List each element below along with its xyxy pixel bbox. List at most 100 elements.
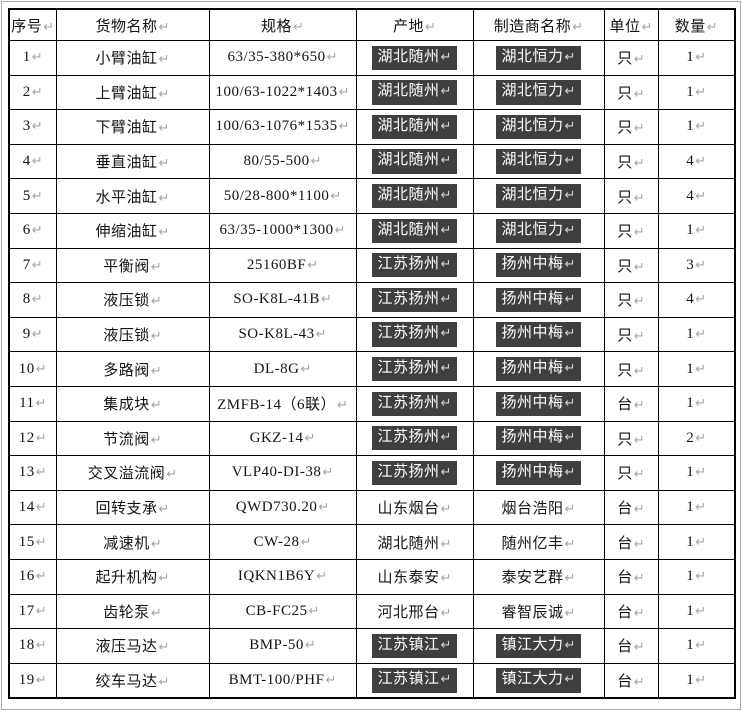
cell-spec[interactable]: SO-K8L-41B↵ [208,282,357,318]
cell-name[interactable]: 减速机↵ [55,524,210,560]
cell-manufacturer[interactable]: 扬州中梅↵ [472,385,605,422]
cell-origin[interactable]: 江苏扬州↵ [355,351,474,387]
cell-spec[interactable]: 63/35-380*650↵ [208,40,357,76]
cell-unit[interactable]: 台↵ [603,489,659,526]
cell-manufacturer[interactable]: 湖北恒力↵ [472,40,605,76]
header-cell-index[interactable]: 序号↵ [8,8,57,41]
cell-unit[interactable]: 只↵ [603,74,659,111]
cell-origin[interactable]: 山东泰安↵ [355,558,474,595]
cell-index[interactable]: 2↵ [8,74,57,111]
cell-index[interactable]: 8↵ [8,282,57,318]
cell-spec[interactable]: BMP-50↵ [208,628,357,664]
cell-manufacturer[interactable]: 镇江大力↵ [472,628,605,664]
header-cell-name[interactable]: 货物名称↵ [55,8,210,41]
cell-index[interactable]: 4↵ [8,143,57,180]
cell-qty[interactable]: 1↵ [657,455,736,491]
cell-name[interactable]: 伸缩油缸↵ [55,212,210,249]
cell-name[interactable]: 绞车马达↵ [55,662,210,699]
cell-manufacturer[interactable]: 湖北恒力↵ [472,178,605,214]
cell-spec[interactable]: 100/63-1076*1535↵ [208,109,357,145]
cell-qty[interactable]: 1↵ [657,316,736,353]
cell-unit[interactable]: 台↵ [603,593,659,630]
cell-name[interactable]: 集成块↵ [55,385,210,422]
cell-origin[interactable]: 湖北随州↵ [355,74,474,111]
cell-qty[interactable]: 4↵ [657,143,736,180]
header-cell-manufacturer[interactable]: 制造商名称↵ [472,8,605,41]
cell-name[interactable]: 下臂油缸↵ [55,109,210,145]
cell-spec[interactable]: QWD730.20↵ [208,489,357,526]
cell-index[interactable]: 17↵ [8,593,57,630]
cell-index[interactable]: 16↵ [8,558,57,595]
cell-qty[interactable]: 3↵ [657,247,736,284]
cell-manufacturer[interactable]: 湖北恒力↵ [472,74,605,111]
cell-origin[interactable]: 江苏扬州↵ [355,316,474,353]
cell-name[interactable]: 多路阀↵ [55,351,210,387]
cell-manufacturer[interactable]: 扬州中梅↵ [472,455,605,491]
cell-origin[interactable]: 河北邢台↵ [355,593,474,630]
cell-qty[interactable]: 2↵ [657,420,736,457]
cell-manufacturer[interactable]: 镇江大力↵ [472,662,605,699]
cell-unit[interactable]: 只↵ [603,420,659,457]
cell-manufacturer[interactable]: 烟台浩阳↵ [472,489,605,526]
header-cell-qty[interactable]: 数量↵ [657,8,736,41]
cell-spec[interactable]: 80/55-500↵ [208,143,357,180]
cell-spec[interactable]: 63/35-1000*1300↵ [208,212,357,249]
cell-unit[interactable]: 只↵ [603,178,659,214]
cell-name[interactable]: 齿轮泵↵ [55,593,210,630]
cell-name[interactable]: 液压马达↵ [55,628,210,664]
header-cell-origin[interactable]: 产地↵ [355,8,474,41]
cell-origin[interactable]: 江苏扬州↵ [355,455,474,491]
header-cell-spec[interactable]: 规格↵ [208,8,357,41]
cell-qty[interactable]: 1↵ [657,489,736,526]
cell-manufacturer[interactable]: 泰安艺群↵ [472,558,605,595]
cell-name[interactable]: 节流阀↵ [55,420,210,457]
cell-manufacturer[interactable]: 扬州中梅↵ [472,420,605,457]
cell-unit[interactable]: 台↵ [603,558,659,595]
cell-name[interactable]: 交叉溢流阀↵ [55,455,210,491]
cell-spec[interactable]: GKZ-14↵ [208,420,357,457]
cell-qty[interactable]: 4↵ [657,282,736,318]
cell-index[interactable]: 13↵ [8,455,57,491]
cell-index[interactable]: 5↵ [8,178,57,214]
cell-index[interactable]: 10↵ [8,351,57,387]
cell-name[interactable]: 回转支承↵ [55,489,210,526]
cell-qty[interactable]: 4↵ [657,178,736,214]
cell-index[interactable]: 18↵ [8,628,57,664]
cell-name[interactable]: 液压锁↵ [55,282,210,318]
cell-manufacturer[interactable]: 扬州中梅↵ [472,247,605,284]
cell-spec[interactable]: BMT-100/PHF↵ [208,662,357,699]
cell-qty[interactable]: 1↵ [657,74,736,111]
cell-qty[interactable]: 1↵ [657,558,736,595]
cell-index[interactable]: 12↵ [8,420,57,457]
cell-qty[interactable]: 1↵ [657,212,736,249]
cell-qty[interactable]: 1↵ [657,109,736,145]
cell-manufacturer[interactable]: 扬州中梅↵ [472,351,605,387]
cell-unit[interactable]: 台↵ [603,524,659,560]
cell-spec[interactable]: ZMFB-14（6联）↵ [208,385,357,422]
cell-name[interactable]: 液压锁↵ [55,316,210,353]
cell-name[interactable]: 上臂油缸↵ [55,74,210,111]
cell-spec[interactable]: 100/63-1022*1403↵ [208,74,357,111]
cell-origin[interactable]: 江苏扬州↵ [355,282,474,318]
cell-unit[interactable]: 台↵ [603,628,659,664]
cell-spec[interactable]: 50/28-800*1100↵ [208,178,357,214]
cell-manufacturer[interactable]: 扬州中梅↵ [472,316,605,353]
cell-origin[interactable]: 湖北随州↵ [355,178,474,214]
cell-unit[interactable]: 台↵ [603,385,659,422]
cell-name[interactable]: 平衡阀↵ [55,247,210,284]
cell-unit[interactable]: 只↵ [603,109,659,145]
cell-qty[interactable]: 1↵ [657,351,736,387]
cell-spec[interactable]: DL-8G↵ [208,351,357,387]
cell-spec[interactable]: VLP40-DI-38↵ [208,455,357,491]
cell-spec[interactable]: CW-28↵ [208,524,357,560]
cell-index[interactable]: 15↵ [8,524,57,560]
cell-origin[interactable]: 江苏镇江↵ [355,662,474,699]
cell-qty[interactable]: 1↵ [657,524,736,560]
cell-manufacturer[interactable]: 湖北恒力↵ [472,109,605,145]
cell-origin[interactable]: 江苏镇江↵ [355,628,474,664]
cell-unit[interactable]: 只↵ [603,143,659,180]
cell-origin[interactable]: 江苏扬州↵ [355,385,474,422]
cell-origin[interactable]: 山东烟台↵ [355,489,474,526]
cell-origin[interactable]: 湖北随州↵ [355,109,474,145]
cell-index[interactable]: 19↵ [8,662,57,699]
